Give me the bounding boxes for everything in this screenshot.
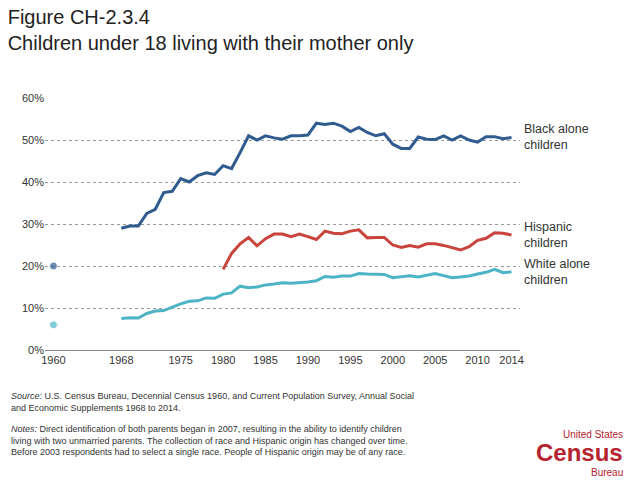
svg-text:20%: 20% [22,260,44,272]
svg-text:Census: Census [536,439,623,466]
svg-text:1960: 1960 [41,354,65,366]
svg-text:Notes: Direct identification o: Notes: Direct identification of both par… [11,424,408,457]
svg-text:United States: United States [563,429,623,440]
svg-text:Black alonechildren: Black alonechildren [524,122,589,152]
svg-text:1980: 1980 [211,354,235,366]
svg-text:1995: 1995 [338,354,362,366]
svg-text:60%: 60% [22,92,44,104]
svg-text:40%: 40% [22,176,44,188]
svg-text:0%: 0% [28,344,44,356]
svg-text:White alonechildren: White alonechildren [524,257,590,287]
svg-text:Hispanicchildren: Hispanicchildren [524,220,572,250]
svg-text:2000: 2000 [381,354,405,366]
svg-text:1985: 1985 [253,354,277,366]
svg-text:Figure CH-2.3.4Children under: Figure CH-2.3.4Children under 18 living … [8,6,414,54]
svg-text:10%: 10% [22,302,44,314]
svg-text:50%: 50% [22,134,44,146]
svg-text:1975: 1975 [168,354,192,366]
svg-text:Bureau: Bureau [591,467,623,478]
svg-text:1990: 1990 [296,354,320,366]
svg-text:2014: 2014 [499,354,523,366]
svg-text:2010: 2010 [465,354,489,366]
svg-text:1968: 1968 [109,354,133,366]
svg-text:30%: 30% [22,218,44,230]
svg-text:2005: 2005 [423,354,447,366]
svg-text:Source: U.S. Census Bureau, De: Source: U.S. Census Bureau, Decennial Ce… [11,391,414,413]
